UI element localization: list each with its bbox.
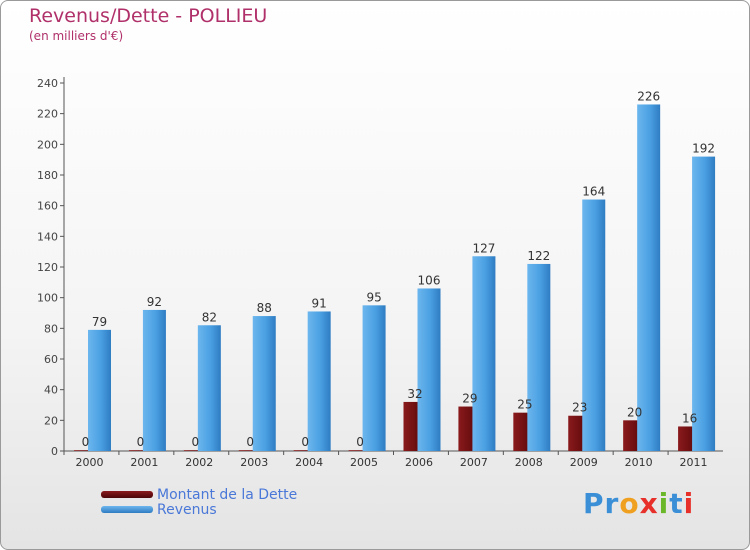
revenus-value-label: 82 [202,310,217,324]
revenus-bar [362,305,386,451]
revenus-value-label: 88 [257,301,272,315]
y-tick-label: 0 [51,445,58,458]
revenus-bar [197,325,221,451]
legend: Montant de la Dette Revenus [101,486,298,518]
revenus-value-label: 91 [312,296,327,310]
chart-subtitle: (en milliers d'€) [29,29,124,43]
debt-value-label: 0 [301,435,309,449]
debt-value-label: 0 [246,435,254,449]
y-tick-label: 220 [37,108,58,121]
revenus-value-label: 192 [692,142,715,156]
debt-value-label: 16 [682,411,697,425]
revenus-value-label: 92 [147,295,162,309]
revenus-bar [692,156,716,451]
revenus-value-label: 79 [92,315,107,329]
debt-value-label: 0 [356,435,364,449]
revenus-bar [582,199,606,451]
debt-value-label: 29 [462,392,477,406]
debt-value-label: 20 [627,405,642,419]
y-tick-label: 60 [44,353,58,366]
x-tick-label: 2001 [130,456,158,469]
legend-label-revenus: Revenus [157,501,217,518]
x-tick-label: 2010 [625,456,653,469]
logo-letter: o [619,487,640,520]
debt-value-label: 0 [137,435,145,449]
y-tick-label: 40 [44,384,58,397]
y-tick-label: 80 [44,322,58,335]
proxiti-logo: Proxiti [583,487,694,520]
debt-value-label: 0 [82,435,90,449]
x-tick-label: 2008 [515,456,543,469]
revenus-bar [417,288,441,451]
debt-bar [183,450,207,451]
x-tick-label: 2002 [185,456,213,469]
x-tick-label: 2003 [240,456,268,469]
x-tick-label: 2007 [460,456,488,469]
debt-value-label: 0 [192,435,200,449]
debt-value-label: 25 [517,398,532,412]
debt-bar [128,450,152,451]
debt-bar [348,450,372,451]
x-tick-label: 2000 [75,456,103,469]
y-tick-label: 100 [37,292,58,305]
revenus-bar [88,329,111,451]
y-tick-label: 160 [37,200,58,213]
legend-swatch-revenus [101,506,153,513]
revenus-bar [252,316,276,451]
revenus-value-label: 122 [527,249,550,263]
x-tick-label: 2006 [405,456,433,469]
debt-value-label: 23 [572,401,587,415]
debt-value-label: 32 [407,387,422,401]
y-tick-label: 140 [37,230,58,243]
x-tick-label: 2009 [570,456,598,469]
x-tick-label: 2005 [350,456,378,469]
x-tick-label: 2004 [295,456,323,469]
revenus-bar [307,311,331,451]
debt-bar [293,450,317,451]
revenus-bar [472,256,496,451]
logo-letter: x [639,487,659,520]
debt-bar [238,450,262,451]
debt-bar [74,450,97,451]
y-tick-label: 240 [37,77,58,90]
revenus-value-label: 164 [582,185,605,199]
revenus-bar [142,309,166,451]
revenus-bar [527,263,551,451]
revenus-bar [637,104,661,451]
chart-title: Revenus/Dette - POLLIEU [29,5,268,27]
revenus-value-label: 226 [637,89,660,103]
logo-letter: P [583,487,605,520]
logo-letter: r [604,487,620,520]
y-tick-label: 200 [37,138,58,151]
revenus-value-label: 106 [418,273,441,287]
logo-letter: i [658,487,670,520]
y-tick-label: 120 [37,261,58,274]
revenus-value-label: 95 [366,290,381,304]
legend-swatch-debt [101,491,153,498]
y-tick-label: 20 [44,414,58,427]
legend-item-debt: Montant de la Dette [101,486,298,503]
logo-letter: t [669,487,684,520]
logo-letter: i [683,487,695,520]
legend-item-revenus: Revenus [101,501,297,518]
y-tick-label: 180 [37,169,58,182]
legend-label-debt: Montant de la Dette [157,486,298,503]
revenus-value-label: 127 [472,241,495,255]
x-tick-label: 2011 [680,456,708,469]
